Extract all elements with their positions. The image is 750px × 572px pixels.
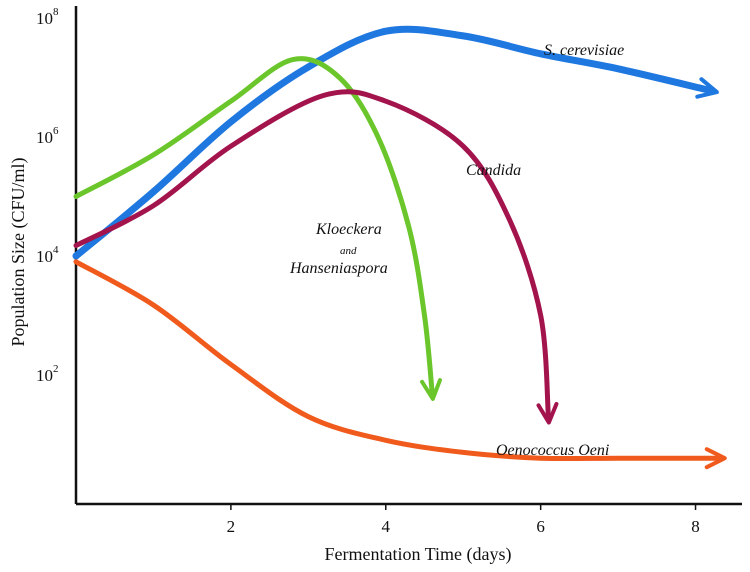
x-tick-label: 8 xyxy=(691,517,700,536)
x-tick-label: 2 xyxy=(227,517,236,536)
tick-layer: 2 4 6 8 102 104 106 108 xyxy=(36,6,700,536)
y-tick-label: 108 xyxy=(36,6,59,28)
series-line-kloeckera-hanseniaspora xyxy=(73,56,435,396)
series-label-oenococcus: Oenococcus Oeni xyxy=(496,442,609,459)
x-tick-label: 6 xyxy=(536,517,545,536)
series-line-s-cerevisiae xyxy=(72,25,715,260)
series-label-hanseniaspora: Hanseniaspora xyxy=(289,260,388,277)
arrowhead-kloeckera-hanseniaspora xyxy=(420,378,442,401)
series-layer xyxy=(72,25,727,470)
series-line-candida xyxy=(73,89,551,420)
arrowhead-candida xyxy=(536,401,559,425)
arrowhead-s-cerevisiae xyxy=(695,77,719,99)
arrowhead-oenococcus-oeni xyxy=(704,447,727,470)
y-axis-title: Population Size (CFU/ml) xyxy=(8,157,29,346)
y-tick-label: 106 xyxy=(36,125,59,147)
series-label-candida: Candida xyxy=(466,162,521,179)
x-tick-label: 4 xyxy=(382,517,391,536)
series-line-oenococcus-oeni xyxy=(73,259,722,462)
series-label-and: and xyxy=(340,245,357,257)
y-tick-label: 102 xyxy=(36,363,59,385)
x-axis-title: Fermentation Time (days) xyxy=(325,544,512,565)
y-tick-label: 104 xyxy=(36,244,59,266)
axes xyxy=(74,6,742,506)
series-label-kloeckera: Kloeckera xyxy=(315,221,382,238)
series-label-s-cerevisiae: S. cerevisiae xyxy=(544,42,624,59)
